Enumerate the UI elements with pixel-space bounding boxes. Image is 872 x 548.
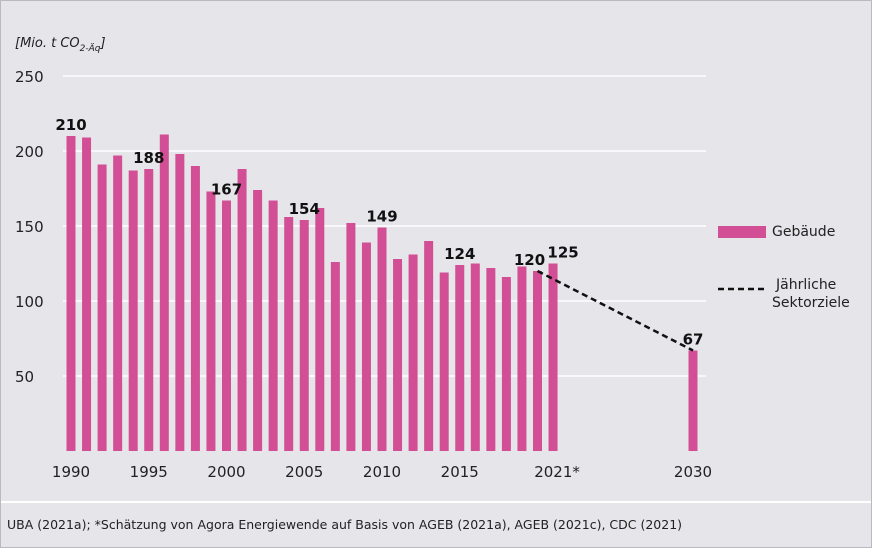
y-tick-label: 200 [15, 143, 44, 161]
data-label-2021: 125 [547, 244, 578, 262]
bar-2030 [688, 350, 698, 451]
bar-1999 [206, 191, 216, 451]
bar-2011 [393, 259, 403, 451]
legend-label-sektorziele-2: Sektorziele [772, 295, 850, 311]
bar-1998 [190, 166, 200, 451]
bar-1990 [66, 136, 76, 451]
bar-1996 [159, 134, 169, 451]
source-note: UBA (2021a); *Schätzung von Agora Energi… [1, 501, 871, 532]
bar-2003 [268, 200, 278, 451]
chart: [Mio. t CO2-Äq] 50 100 150 200 250 210 188 167 1… [15, 36, 850, 481]
x-tick-label: 1990 [52, 463, 90, 481]
bar-2006 [315, 208, 325, 451]
bar-2005 [299, 220, 309, 451]
bar-2002 [253, 190, 263, 451]
x-tick-label: 1995 [130, 463, 168, 481]
x-tick-label: 2010 [363, 463, 401, 481]
data-label-1990: 210 [55, 116, 86, 134]
legend: Gebäude Jährliche Sektorziele [718, 224, 850, 311]
legend-label-sektorziele-1: Jährliche [775, 277, 836, 293]
bar-2014 [439, 272, 449, 451]
bar-2001 [237, 169, 247, 451]
data-label-2030: 67 [683, 331, 704, 349]
x-tick-label: 2021* [534, 463, 580, 481]
legend-label-gebaeude: Gebäude [772, 224, 835, 240]
bar-2013 [424, 241, 434, 451]
y-tick-label: 150 [15, 218, 44, 236]
y-tick-label: 100 [15, 293, 44, 311]
bar-2000 [222, 200, 231, 451]
bar-2012 [408, 254, 418, 451]
x-tick-label: 2030 [674, 463, 712, 481]
bar-2019 [517, 266, 527, 451]
bar-2010 [377, 227, 387, 451]
data-label-1995: 188 [133, 149, 164, 167]
bar-1994 [128, 170, 138, 451]
sektorziele-line [536, 269, 694, 352]
legend-swatch-gebaeude [718, 226, 766, 238]
data-label-2010: 149 [366, 208, 397, 226]
data-label-2015: 124 [444, 245, 475, 263]
x-tick-label: 2005 [285, 463, 323, 481]
bar-2017 [486, 268, 496, 451]
x-tick-label: 2015 [441, 463, 479, 481]
bar-2009 [361, 242, 371, 451]
bar-2020 [533, 271, 542, 451]
bar-2018 [501, 277, 511, 451]
y-tick-label: 250 [15, 68, 44, 86]
bar-2007 [330, 262, 340, 451]
bar-2008 [346, 223, 356, 451]
bar-2016 [470, 263, 480, 451]
bar-1997 [175, 154, 185, 451]
bar-1991 [82, 137, 92, 451]
bar-1995 [144, 169, 154, 451]
data-label-2000: 167 [211, 181, 242, 199]
bar-2015 [455, 265, 465, 451]
y-tick-label: 50 [15, 368, 34, 386]
data-label-2020: 120 [514, 251, 545, 269]
y-axis-label: [Mio. t CO2-Äq] [15, 36, 106, 54]
x-tick-label: 2000 [207, 463, 245, 481]
bar-1993 [113, 155, 123, 451]
bar-1992 [97, 164, 107, 451]
bar-2004 [284, 217, 294, 451]
bar-2021 [548, 263, 558, 451]
data-label-2005: 154 [289, 200, 320, 218]
